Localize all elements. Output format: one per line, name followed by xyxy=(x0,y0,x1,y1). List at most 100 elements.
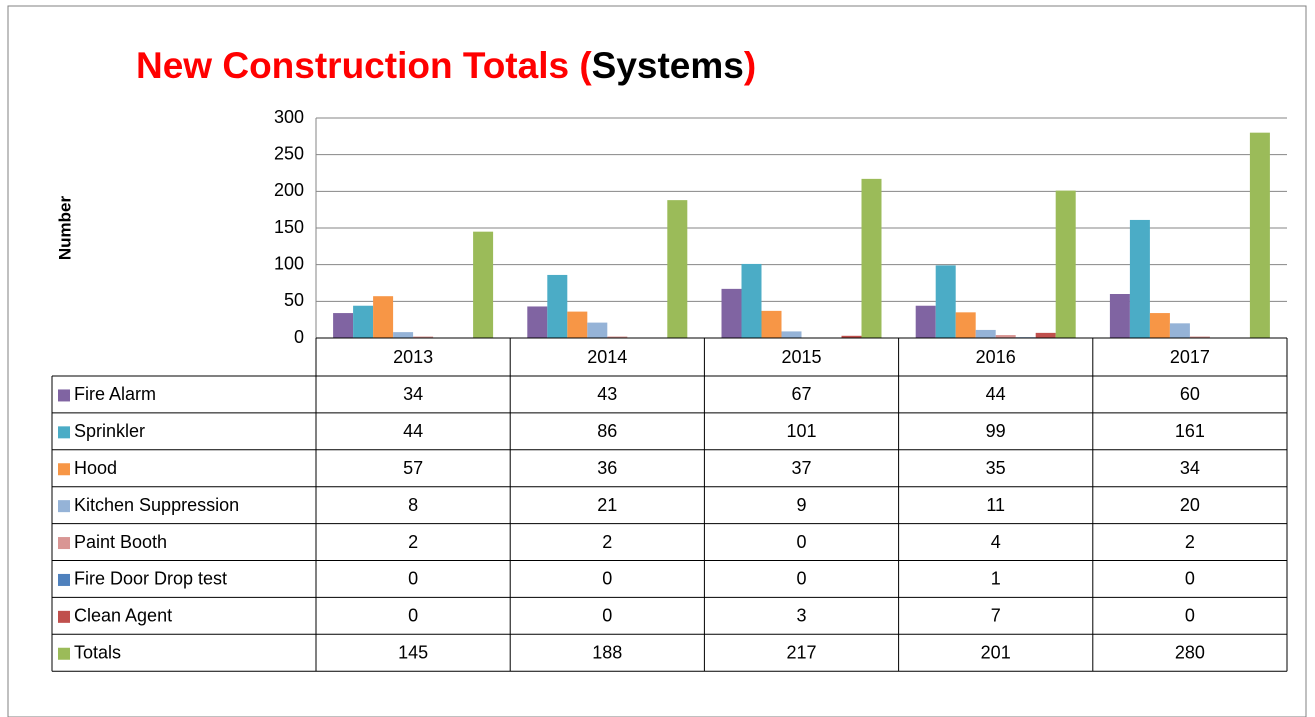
bar xyxy=(1035,332,1056,338)
x-tick-label: 2013 xyxy=(393,347,433,367)
bar xyxy=(393,332,414,338)
bar xyxy=(1109,294,1130,338)
legend-label: Paint Booth xyxy=(74,532,167,552)
legend-label: Hood xyxy=(74,458,117,478)
table-cell: 57 xyxy=(403,458,423,478)
legend-label: Clean Agent xyxy=(74,606,172,626)
bar xyxy=(721,288,742,338)
table-cell: 86 xyxy=(597,421,617,441)
bar xyxy=(587,322,608,338)
table-cell: 145 xyxy=(398,643,428,663)
bar xyxy=(841,335,862,338)
table-cell: 60 xyxy=(1180,384,1200,404)
bar xyxy=(1189,336,1210,338)
table-cell: 0 xyxy=(602,606,612,626)
legend-label: Fire Door Drop test xyxy=(74,569,227,589)
table-cell: 21 xyxy=(597,495,617,515)
x-tick-label: 2014 xyxy=(587,347,627,367)
table-cell: 0 xyxy=(1185,569,1195,589)
table-cell: 280 xyxy=(1175,643,1205,663)
table-cell: 161 xyxy=(1175,421,1205,441)
bar xyxy=(413,336,434,338)
legend-swatch xyxy=(58,426,70,439)
table-cell: 0 xyxy=(796,532,806,552)
y-axis-label: Number xyxy=(55,196,74,261)
y-tick-label: 50 xyxy=(284,290,304,310)
bar xyxy=(607,336,628,338)
title-part: ) xyxy=(744,45,756,86)
bar xyxy=(1129,219,1150,338)
bar xyxy=(527,306,548,338)
x-tick-label: 2017 xyxy=(1170,347,1210,367)
table-cell: 36 xyxy=(597,458,617,478)
y-tick-label: 150 xyxy=(274,217,304,237)
table-cell: 217 xyxy=(786,643,816,663)
table-cell: 8 xyxy=(408,495,418,515)
bar xyxy=(567,311,588,338)
table-cell: 188 xyxy=(592,643,622,663)
table-cell: 34 xyxy=(403,384,423,404)
bar xyxy=(761,310,782,338)
bar xyxy=(353,305,374,338)
bar xyxy=(995,335,1016,338)
table-cell: 44 xyxy=(403,421,423,441)
bar xyxy=(1169,323,1190,338)
legend-label: Sprinkler xyxy=(74,421,145,441)
bar xyxy=(547,274,568,338)
table-cell: 2 xyxy=(1185,532,1195,552)
table-cell: 0 xyxy=(408,606,418,626)
table-cell: 11 xyxy=(986,495,1005,515)
legend-label: Totals xyxy=(74,643,121,663)
legend-swatch xyxy=(58,500,70,513)
bar xyxy=(473,231,494,338)
table-cell: 20 xyxy=(1180,495,1200,515)
table-cell: 9 xyxy=(796,495,806,515)
legend-swatch xyxy=(58,389,70,402)
y-tick-label: 100 xyxy=(274,253,304,273)
bar xyxy=(333,313,354,338)
chart-frame xyxy=(7,5,1307,717)
bar xyxy=(667,200,688,338)
title-part: New Construction Totals ( xyxy=(136,45,592,86)
table-cell: 2 xyxy=(602,532,612,552)
table-cell: 201 xyxy=(981,643,1011,663)
table-cell: 0 xyxy=(1185,606,1195,626)
y-tick-label: 200 xyxy=(274,180,304,200)
legend-swatch xyxy=(58,537,70,550)
bar xyxy=(955,312,976,338)
legend-swatch xyxy=(58,573,70,586)
bar xyxy=(915,305,936,338)
table-cell: 99 xyxy=(986,421,1006,441)
table-cell: 7 xyxy=(991,606,1001,626)
legend-swatch xyxy=(58,463,70,476)
bar xyxy=(1055,190,1076,338)
bar xyxy=(861,178,882,338)
bar xyxy=(1149,313,1170,338)
bar xyxy=(975,329,996,338)
table-cell: 0 xyxy=(408,569,418,589)
x-tick-label: 2015 xyxy=(781,347,821,367)
table-cell: 35 xyxy=(986,458,1006,478)
table-cell: 0 xyxy=(796,569,806,589)
bar xyxy=(741,263,762,338)
table-cell: 67 xyxy=(791,384,811,404)
table-cell: 44 xyxy=(986,384,1006,404)
legend-swatch xyxy=(58,610,70,623)
bar xyxy=(1249,132,1270,338)
bar xyxy=(781,331,802,338)
bar xyxy=(935,265,956,338)
table-cell: 3 xyxy=(796,606,806,626)
legend-label: Kitchen Suppression xyxy=(74,495,239,515)
table-cell: 2 xyxy=(408,532,418,552)
y-tick-label: 0 xyxy=(294,327,304,347)
table-cell: 4 xyxy=(991,532,1001,552)
bar xyxy=(373,296,394,338)
y-tick-label: 250 xyxy=(274,143,304,163)
table-cell: 101 xyxy=(786,421,816,441)
y-tick-label: 300 xyxy=(274,107,304,127)
table-cell: 34 xyxy=(1180,458,1200,478)
chart-title: New Construction Totals (Systems) xyxy=(136,45,756,86)
legend-label: Fire Alarm xyxy=(74,384,156,404)
